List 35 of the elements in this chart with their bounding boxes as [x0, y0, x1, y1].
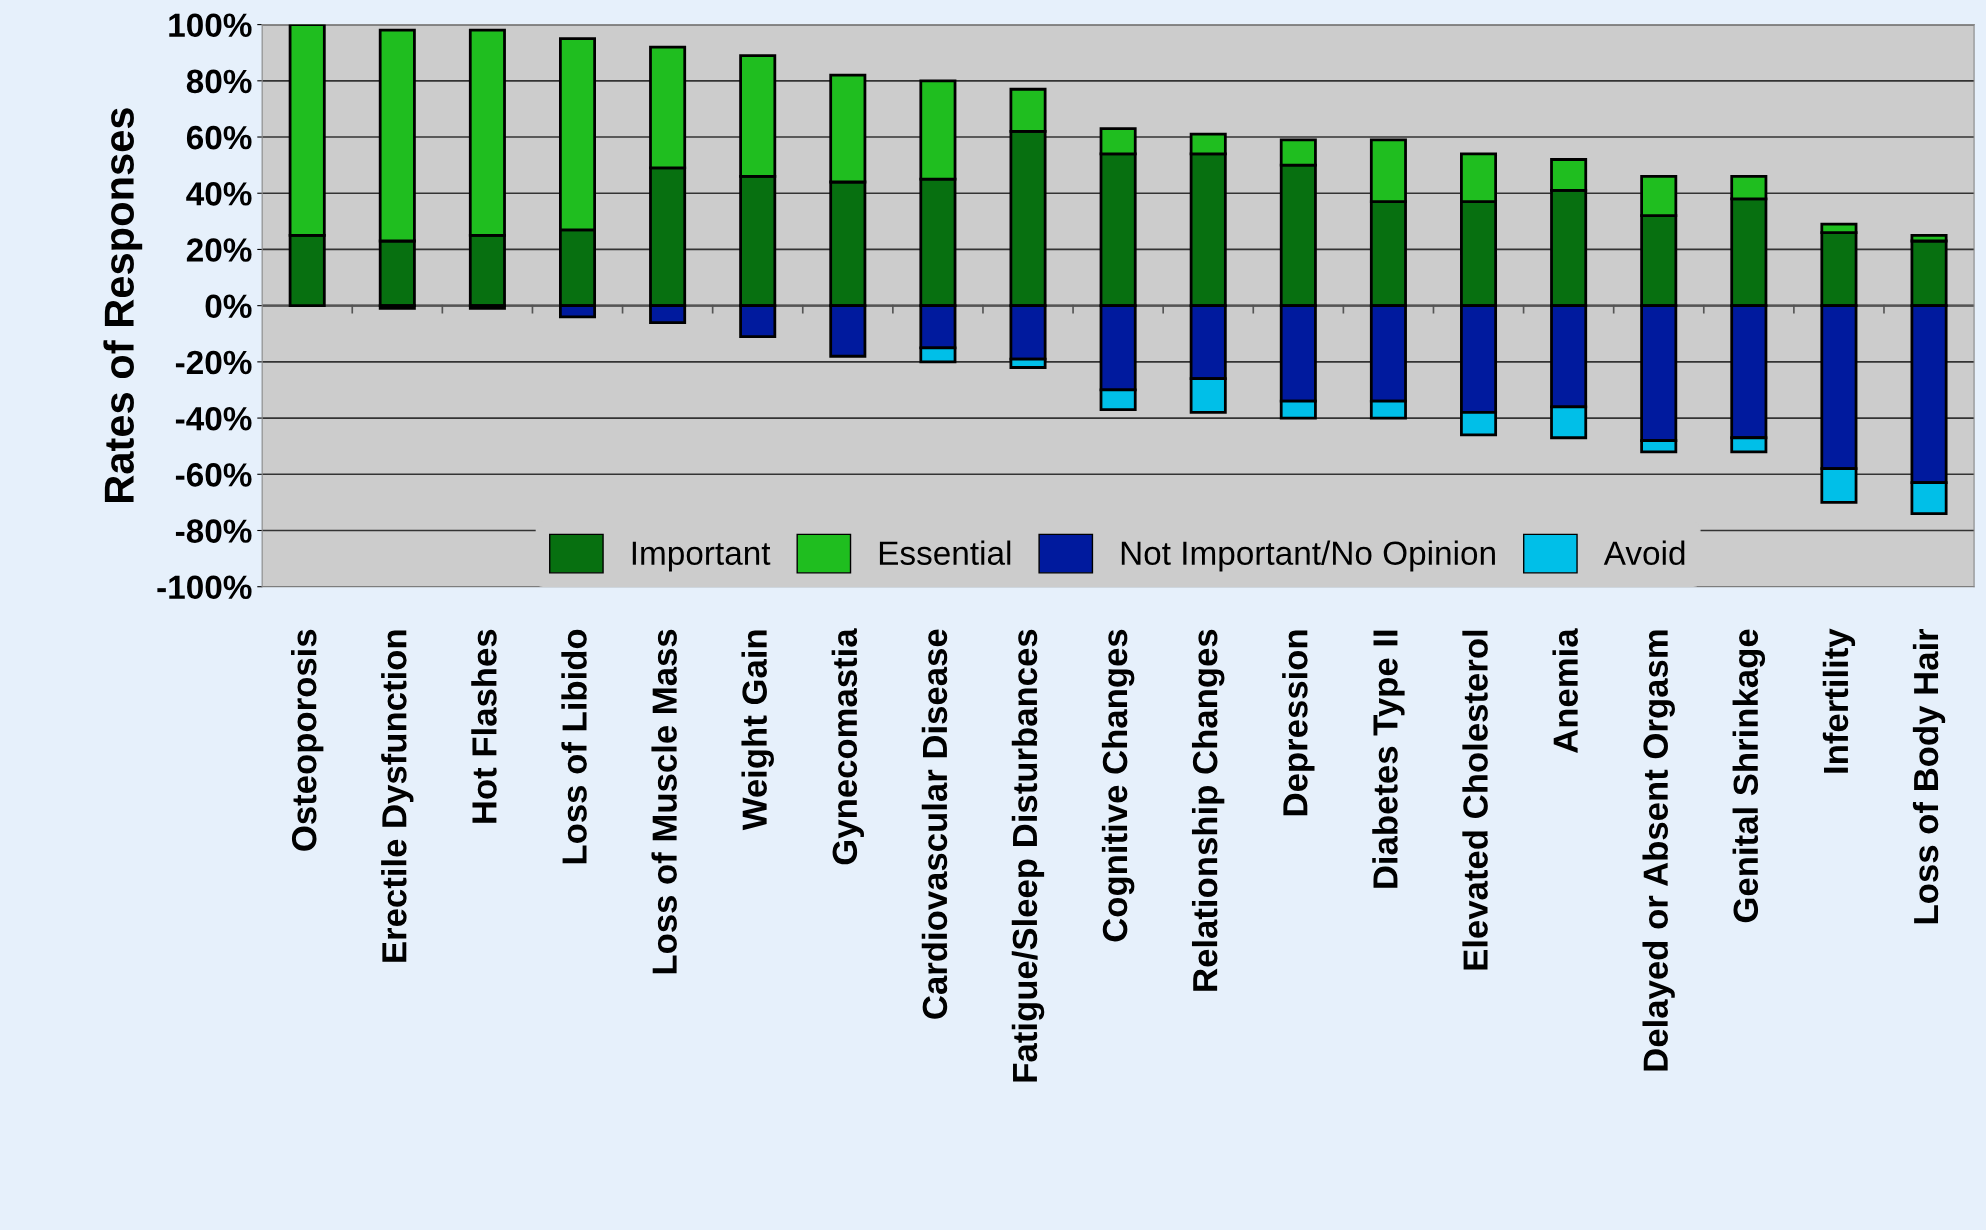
y-axis-title: Rates of Responses	[103, 108, 143, 502]
y-tick-label: -40%	[175, 406, 252, 431]
legend-label: Not Important/No Opinion	[1121, 540, 1495, 572]
x-tick-label: Cognitive Changes	[1101, 629, 1135, 942]
legend-label: Essential	[879, 540, 1011, 566]
x-tick-label: Gynecomastia	[831, 628, 864, 865]
y-tick-label: -80%	[175, 519, 252, 543]
x-tick-label: Hot Flashes	[471, 629, 497, 823]
x-tick-label: Genital Shrinkage	[1732, 629, 1766, 923]
y-tick-label: -100%	[157, 575, 252, 600]
y-tick-label: 20%	[186, 238, 252, 262]
x-tick-label: Fatigue/Sleep Disturbances	[1011, 629, 1045, 1082]
x-tick-label: Relationship Changes	[1191, 629, 1225, 991]
x-tick-label: Delayed or Absent Orgasm	[1642, 630, 1675, 1071]
y-tick-label: -20%	[175, 350, 252, 375]
x-tick-label: Loss of Body Hair	[1912, 628, 1946, 924]
y-tick-label: 80%	[186, 69, 252, 94]
y-tick-label: -60%	[175, 463, 252, 487]
x-tick-label: Infertility	[1822, 628, 1856, 773]
x-tick-label: Anemia	[1552, 628, 1578, 753]
legend-label: Avoid	[1603, 540, 1685, 566]
x-tick-label: Osteoporosis	[291, 629, 324, 851]
y-tick-label: 60%	[186, 125, 252, 150]
y-tick-label: 0%	[205, 294, 252, 319]
x-tick-label: Elevated Cholesterol	[1462, 630, 1488, 970]
x-tick-label: Weight Gain	[741, 630, 774, 831]
x-tick-label: Loss of Libido	[561, 629, 587, 864]
x-tick-label: Erectile Dysfunction	[381, 630, 414, 962]
x-tick-label: Loss of Muscle Mass	[651, 629, 677, 974]
x-tick-label: Depression	[1282, 630, 1315, 816]
x-tick-label: Diabetes Type II	[1372, 630, 1405, 888]
y-tick-label: 100%	[169, 13, 252, 38]
y-tick-label: 40%	[186, 182, 252, 206]
legend-label: Important	[632, 541, 771, 572]
x-tick-label: Cardiovascular Disease	[921, 629, 948, 1019]
